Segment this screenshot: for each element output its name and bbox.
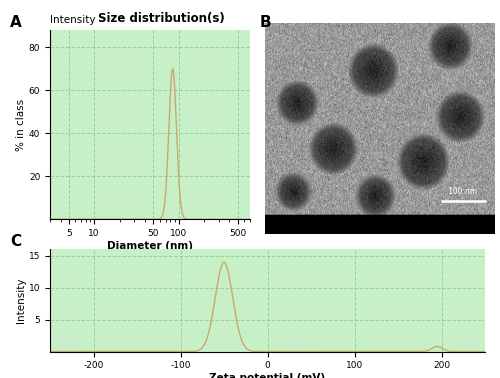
X-axis label: Zeta potential (mV): Zeta potential (mV) <box>210 373 326 378</box>
Text: B: B <box>260 15 272 30</box>
Y-axis label: % in class: % in class <box>16 99 26 151</box>
X-axis label: Diameter (nm): Diameter (nm) <box>107 241 193 251</box>
Text: 100 nm: 100 nm <box>448 187 478 197</box>
Text: A: A <box>10 15 22 30</box>
Text: Intensity: Intensity <box>50 15 96 25</box>
Y-axis label: Intensity: Intensity <box>16 278 26 323</box>
Text: C: C <box>10 234 21 249</box>
Text: Size distribution(s): Size distribution(s) <box>98 12 224 25</box>
